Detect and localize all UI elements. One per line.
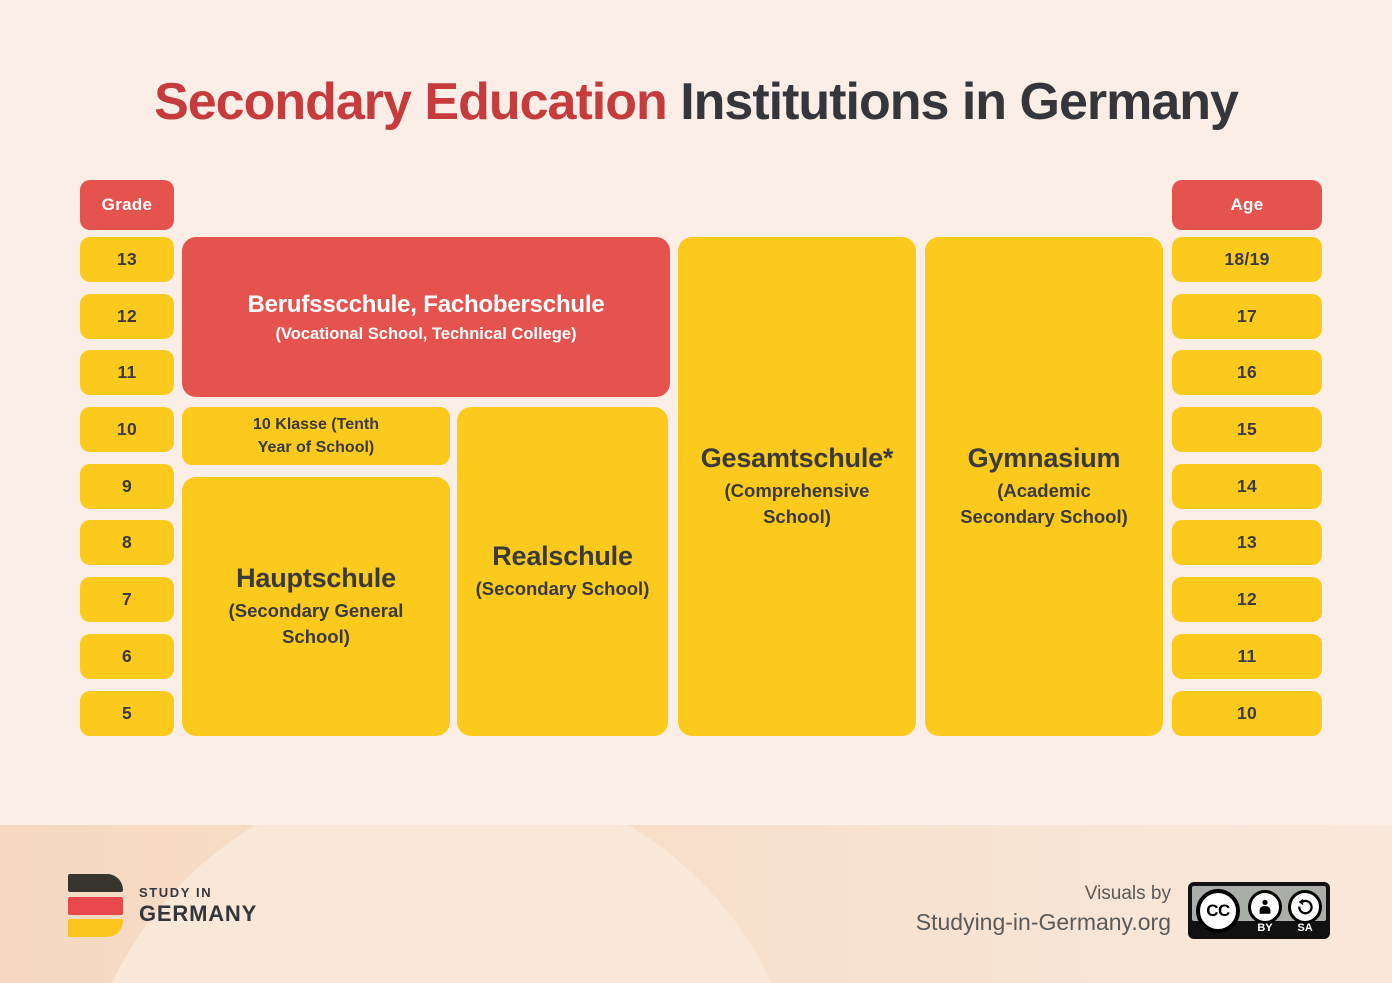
berufsschule-subtitle: (Vocational School, Technical College) [275, 324, 577, 343]
box-hauptschule: Hauptschule (Secondary General School) [182, 477, 450, 736]
grade-box-7: 7 [80, 577, 174, 623]
grade-box-9: 9 [80, 463, 174, 509]
age-column: Age 18/19 17 16 15 14 13 12 11 10 [1172, 180, 1322, 736]
box-gesamtschule: Gesamtschule* (Comprehensive School) [678, 237, 916, 736]
gesamtschule-title: Gesamtschule* [700, 442, 894, 473]
age-box-16: 16 [1172, 350, 1322, 396]
credit-line2: Studying-in-Germany.org [915, 909, 1171, 935]
grade-column: Grade 13 12 11 10 9 8 7 6 5 [80, 180, 174, 736]
grade-box-11: 11 [80, 350, 174, 396]
age-box-11: 11 [1172, 633, 1322, 679]
page-title: Secondary Education Institutions in Germ… [0, 72, 1392, 132]
box-berufsschule-fachoberschule: Berufsscchule, Fachoberschule (Vocationa… [182, 237, 670, 397]
share-alike-icon [1288, 890, 1322, 924]
visuals-credit: Visuals by Studying-in-Germany.org [916, 883, 1171, 936]
page-title-highlight: Secondary Education [154, 73, 668, 131]
grade-box-13: 13 [80, 237, 174, 282]
logo-line2: GERMANY [139, 900, 258, 926]
germany-flag-icon [68, 874, 123, 937]
age-box-14: 14 [1172, 463, 1322, 509]
gymnasium-subtitle: (Academic Secondary School) [960, 479, 1128, 527]
box-gymnasium: Gymnasium (Academic Secondary School) [925, 237, 1163, 736]
gymnasium-title: Gymnasium [967, 442, 1121, 473]
grade-box-8: 8 [80, 520, 174, 566]
study-in-germany-logo: STUDY IN GERMANY [68, 874, 257, 937]
hauptschule-title: Hauptschule [236, 562, 396, 593]
hauptschule-subtitle: (Secondary General School) [228, 599, 404, 647]
zehnte-klasse-title: 10 Klasse (Tenth Year of School) [253, 415, 379, 456]
box-zehnte-klasse: 10 Klasse (Tenth Year of School) [182, 407, 450, 465]
grade-box-6: 6 [80, 633, 174, 679]
age-box-12: 12 [1172, 577, 1322, 623]
grade-box-5: 5 [80, 690, 174, 736]
age-box-17: 17 [1172, 293, 1322, 339]
box-realschule: Realschule (Secondary School) [457, 407, 668, 736]
attribution-person-icon [1248, 890, 1282, 924]
age-header: Age [1172, 180, 1322, 230]
grade-box-12: 12 [80, 293, 174, 339]
age-box-13: 13 [1172, 520, 1322, 566]
grade-box-10: 10 [80, 407, 174, 453]
age-box-15: 15 [1172, 407, 1322, 453]
gesamtschule-subtitle: (Comprehensive School) [724, 479, 870, 527]
creative-commons-icon: CC [1196, 889, 1240, 933]
page-title-rest: Institutions in Germany [680, 73, 1239, 131]
grade-header: Grade [80, 180, 174, 230]
footer-band: STUDY IN GERMANY Visuals by Studying-in-… [0, 825, 1392, 983]
sa-label: SA [1297, 922, 1313, 934]
by-label: BY [1257, 922, 1273, 934]
age-box-18-19: 18/19 [1172, 237, 1322, 282]
berufsschule-title: Berufsscchule, Fachoberschule [247, 290, 605, 318]
cc-by-sa-license-badge: CC BY SA [1188, 882, 1330, 939]
age-box-10: 10 [1172, 690, 1322, 736]
realschule-subtitle: (Secondary School) [475, 577, 650, 599]
credit-line1: Visuals by [1084, 883, 1171, 904]
logo-text: STUDY IN GERMANY [139, 885, 257, 927]
realschule-title: Realschule [492, 540, 633, 571]
logo-line1: STUDY IN [139, 884, 213, 900]
